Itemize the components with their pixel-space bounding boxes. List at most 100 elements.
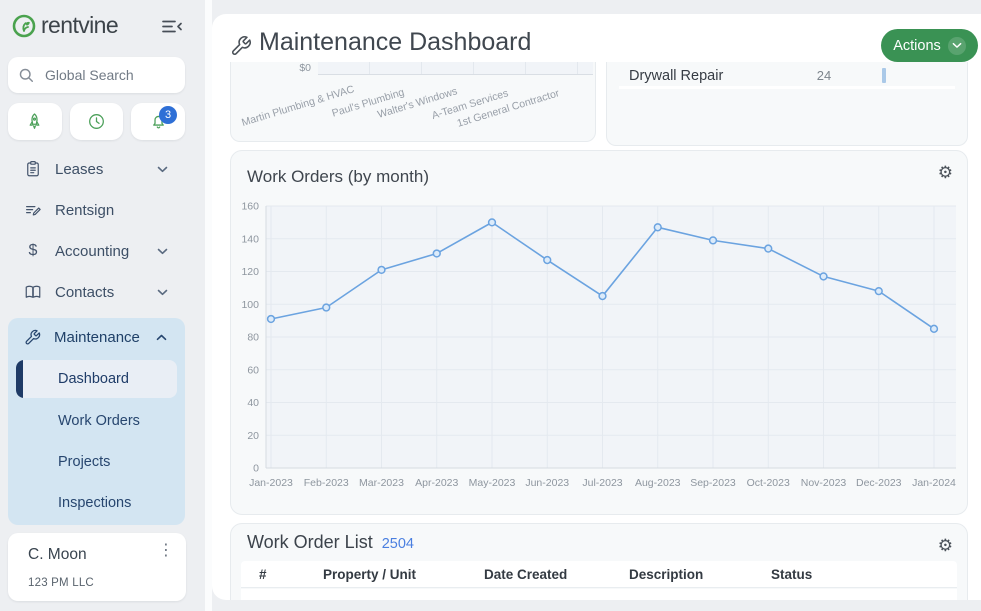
sidebar-item-rentsign[interactable]: Rentsign: [8, 193, 188, 227]
sidebar-item-inspections[interactable]: Inspections: [8, 488, 185, 518]
search-input[interactable]: [43, 66, 173, 84]
svg-text:60: 60: [247, 364, 259, 376]
svg-text:Apr-2023: Apr-2023: [415, 477, 458, 489]
sidebar-item-label: Accounting: [55, 242, 130, 260]
svg-text:Mar-2023: Mar-2023: [359, 477, 404, 489]
recent-activity-button[interactable]: [69, 103, 124, 140]
rocket-icon: [25, 112, 44, 131]
svg-text:40: 40: [247, 397, 259, 409]
column-header: Date Created: [484, 566, 568, 582]
svg-text:80: 80: [247, 332, 259, 344]
svg-text:Aug-2023: Aug-2023: [635, 477, 681, 489]
svg-text:Jul-2023: Jul-2023: [582, 477, 622, 489]
active-indicator: [16, 360, 23, 398]
user-card: C. Moon ⋮ 123 PM LLC: [8, 533, 186, 601]
vendor-chart-ytick: $0: [299, 62, 311, 74]
main-panel: Maintenance Dashboard Actions $0 Martin …: [212, 14, 981, 600]
user-name: C. Moon: [28, 546, 87, 563]
signature-icon: [24, 201, 42, 219]
type-mini-bar: [882, 68, 886, 83]
work-order-types-card: Drywall Repair 24: [606, 62, 968, 146]
svg-text:20: 20: [247, 430, 259, 442]
global-search[interactable]: [8, 57, 185, 93]
work-order-list-card: Work Order List 2504 ⚙ # Property / Unit…: [230, 523, 968, 600]
sidebar-item-label: Rentsign: [55, 201, 115, 219]
gear-icon[interactable]: ⚙: [937, 163, 953, 182]
page-title: Maintenance Dashboard: [259, 28, 532, 56]
type-label: Drywall Repair: [629, 67, 724, 84]
actions-button[interactable]: Actions: [881, 29, 978, 62]
brand-wordmark: rentvine: [41, 12, 119, 38]
rentvine-leaf-icon: [12, 14, 36, 38]
sidebar-item-label: Maintenance: [54, 328, 140, 346]
svg-text:Jan-2023: Jan-2023: [249, 477, 293, 489]
sidebar-item-label: Work Orders: [58, 413, 140, 429]
sidebar-section-maintenance: Maintenance Dashboard Work Orders Projec…: [8, 318, 185, 525]
list-count-badge: 2504: [381, 536, 414, 552]
sidebar-item-label: Leases: [55, 160, 104, 178]
chart-title: Work Orders (by month): [247, 167, 430, 186]
brand-logo[interactable]: rentvine: [12, 12, 119, 39]
svg-text:May-2023: May-2023: [469, 477, 516, 489]
user-company: 123 PM LLC: [28, 577, 94, 589]
svg-text:Dec-2023: Dec-2023: [856, 477, 902, 489]
sidebar-item-maintenance[interactable]: Maintenance: [8, 318, 185, 356]
chevron-down-icon: [157, 166, 168, 173]
page-header: Maintenance Dashboard Actions: [212, 14, 981, 62]
quick-actions: 3: [8, 103, 186, 140]
list-title-row: Work Order List 2504: [247, 532, 414, 553]
work-orders-chart-svg: 0 20 40 60 80 100 120 140 160 Jan-2023 Feb-2023 Mar…: [241, 201, 956, 490]
sidebar-item-label: Dashboard: [58, 371, 129, 387]
sidebar-item-leases[interactable]: Leases: [8, 152, 188, 186]
list-title: Work Order List: [247, 532, 373, 552]
wrench-icon: [230, 35, 252, 57]
dashboard-content: $0 Martin Plumbing & HVAC Paul's Plumbing…: [212, 62, 981, 600]
sidebar-item-contacts[interactable]: Contacts: [8, 275, 188, 309]
svg-text:Jun-2023: Jun-2023: [525, 477, 569, 489]
column-header: Property / Unit: [323, 566, 417, 582]
gear-icon[interactable]: ⚙: [937, 536, 953, 555]
work-orders-chart: 0 20 40 60 80 100 120 140 160 Jan-2023 Feb-2023 Mar…: [237, 195, 963, 495]
search-icon: [18, 67, 35, 84]
sidebar-item-label: Inspections: [58, 495, 132, 511]
book-icon: [24, 283, 42, 301]
svg-text:160: 160: [241, 201, 259, 213]
table-row[interactable]: Drywall Repair 24: [619, 65, 955, 89]
type-count: 24: [816, 68, 832, 83]
sidebar-item-projects[interactable]: Projects: [8, 447, 185, 477]
column-header: Status: [771, 566, 813, 582]
svg-text:Jan-2024: Jan-2024: [912, 477, 956, 489]
chevron-down-icon: [157, 289, 168, 296]
sidebar-item-accounting[interactable]: $ Accounting: [8, 234, 188, 268]
work-orders-chart-card: Work Orders (by month) ⚙ 0 20 40 60 80 100 120…: [230, 150, 968, 515]
actions-button-label: Actions: [893, 37, 941, 54]
svg-text:Sep-2023: Sep-2023: [690, 477, 736, 489]
notification-badge: 3: [159, 106, 178, 124]
svg-text:0: 0: [253, 463, 259, 475]
svg-text:Feb-2023: Feb-2023: [304, 477, 349, 489]
clock-icon: [87, 112, 106, 131]
sidebar-collapse-icon[interactable]: [158, 15, 186, 37]
table-body: [241, 589, 957, 600]
vendor-chart-plot-remnant: [318, 62, 593, 75]
sidebar-item-work-orders[interactable]: Work Orders: [8, 406, 185, 436]
svg-text:120: 120: [241, 266, 259, 278]
notifications-button[interactable]: 3: [131, 103, 186, 140]
table-header-row: # Property / Unit Date Created Descripti…: [241, 561, 957, 588]
svg-text:140: 140: [241, 233, 259, 245]
sidebar-item-label: Projects: [58, 454, 111, 470]
wrench-icon: [24, 329, 41, 346]
chevron-down-icon: [947, 36, 966, 55]
column-header: Description: [629, 566, 704, 582]
column-header: #: [259, 566, 267, 582]
svg-text:Oct-2023: Oct-2023: [747, 477, 790, 489]
svg-text:Nov-2023: Nov-2023: [801, 477, 847, 489]
sidebar-item-label: Contacts: [55, 283, 115, 301]
vendor-chart-card: $0 Martin Plumbing & HVAC Paul's Plumbing…: [230, 62, 596, 142]
sidebar-item-dashboard[interactable]: Dashboard: [16, 360, 177, 398]
chevron-up-icon: [156, 334, 167, 341]
rocket-button[interactable]: [8, 103, 62, 140]
kebab-menu-icon[interactable]: ⋮: [158, 542, 174, 559]
dollar-icon: $: [28, 242, 38, 259]
